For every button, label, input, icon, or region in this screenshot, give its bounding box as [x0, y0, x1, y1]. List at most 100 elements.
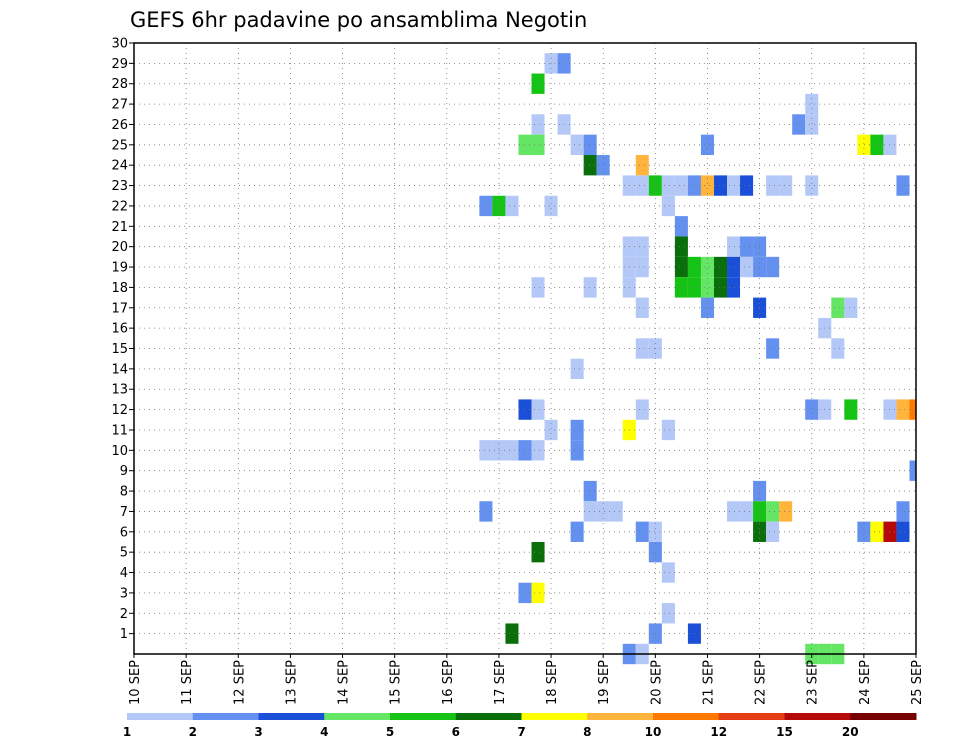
data-cell [570, 419, 584, 441]
data-cell [674, 236, 688, 257]
colorbar: 1 2 3 4 5 6 7 8 10 12 15 20 [123, 713, 917, 739]
colorbar-label: 2 [189, 725, 197, 739]
data-cell [570, 440, 584, 461]
y-tick-label: 29 [111, 57, 128, 72]
data-cell [805, 399, 819, 420]
x-tick-label: 23 SEP [806, 660, 821, 705]
data-cell [700, 175, 714, 196]
data-cell [505, 440, 519, 461]
data-cell [570, 358, 584, 380]
data-cell [779, 501, 793, 522]
y-tick-label: 21 [111, 220, 128, 235]
y-tick-label: 17 [111, 301, 128, 316]
data-cell [844, 297, 858, 318]
y-tick-label: 15 [111, 342, 128, 357]
data-cell [727, 501, 741, 522]
y-tick-label: 1 [120, 627, 128, 642]
data-cell [870, 521, 884, 542]
y-tick-label: 8 [120, 485, 128, 500]
y-tick-label: 24 [111, 159, 128, 174]
y-tick-label: 7 [120, 505, 128, 520]
data-cell [479, 440, 493, 461]
y-tick-label: 2 [120, 607, 128, 622]
data-cell [674, 216, 688, 237]
data-cell [896, 175, 910, 196]
data-cell [661, 562, 675, 583]
colorbar-swatch [455, 713, 522, 720]
data-cell [727, 277, 741, 298]
colorbar-label: 3 [254, 725, 262, 739]
data-cell [596, 501, 610, 522]
data-cell [779, 175, 793, 196]
data-cell [766, 338, 780, 359]
x-tick-label: 16 SEP [441, 660, 456, 705]
y-tick-label: 30 [111, 37, 128, 52]
data-cell [766, 175, 780, 196]
colorbar-swatch [718, 713, 785, 720]
data-cell [583, 277, 597, 298]
data-cell [635, 256, 649, 278]
data-cell [531, 541, 545, 563]
data-cell [844, 399, 858, 420]
x-tick-label: 24 SEP [858, 660, 873, 705]
data-cell [531, 399, 545, 420]
data-cell [609, 501, 623, 522]
colorbar-swatch [850, 713, 917, 720]
data-cell [831, 338, 845, 359]
data-cell [544, 195, 558, 217]
colorbar-label: 8 [583, 725, 591, 739]
x-tick-label: 14 SEP [337, 660, 352, 705]
chart-title: GEFS 6hr padavine po ansamblima Negotin [130, 8, 587, 32]
data-cell [531, 114, 545, 135]
y-tick-label: 6 [120, 525, 128, 540]
colorbar-swatch [653, 713, 720, 720]
data-cell [531, 582, 545, 604]
y-tick-label: 26 [111, 118, 128, 133]
y-tick-label: 3 [120, 586, 128, 601]
data-cell [661, 419, 675, 441]
data-cell [909, 399, 916, 420]
y-tick-label: 23 [111, 179, 128, 194]
data-cell [896, 501, 910, 522]
colorbar-swatch [521, 713, 588, 720]
data-cell [596, 155, 610, 176]
x-tick-label: 25 SEP [910, 660, 925, 705]
data-cell [505, 195, 519, 217]
data-cell [700, 256, 714, 278]
data-cell [870, 134, 884, 156]
data-cell [570, 134, 584, 156]
data-cell [674, 277, 688, 298]
y-tick-label: 4 [120, 566, 128, 581]
data-cell [635, 521, 649, 542]
y-tick-label: 11 [111, 423, 128, 438]
data-cell [766, 256, 780, 278]
data-cell [700, 297, 714, 318]
y-tick-label: 22 [111, 199, 128, 214]
y-tick-label: 12 [111, 403, 128, 418]
x-tick-label: 11 SEP [180, 660, 195, 705]
y-axis: 1234567891011121314151617181920212223242… [111, 37, 134, 642]
y-tick-label: 20 [111, 240, 128, 255]
data-cell [583, 480, 597, 502]
y-tick-label: 10 [111, 444, 128, 459]
data-cell [648, 521, 662, 542]
x-tick-label: 20 SEP [649, 660, 664, 705]
colorbar-label: 4 [320, 725, 328, 739]
data-cell [727, 175, 741, 196]
x-tick-label: 22 SEP [754, 660, 769, 705]
data-cell [727, 236, 741, 257]
data-cell [740, 256, 754, 278]
data-cell [740, 236, 754, 257]
data-cell [531, 134, 545, 156]
colorbar-label: 1 [123, 725, 131, 739]
data-cell [766, 521, 780, 542]
x-tick-label: 18 SEP [545, 660, 560, 705]
colorbar-label: 20 [842, 725, 859, 739]
data-cell [544, 419, 558, 441]
data-cell [713, 256, 728, 278]
colorbar-swatch [784, 713, 851, 720]
data-cell [805, 114, 819, 135]
y-tick-label: 16 [111, 322, 128, 337]
data-cell [505, 623, 519, 644]
y-tick-label: 18 [111, 281, 128, 296]
